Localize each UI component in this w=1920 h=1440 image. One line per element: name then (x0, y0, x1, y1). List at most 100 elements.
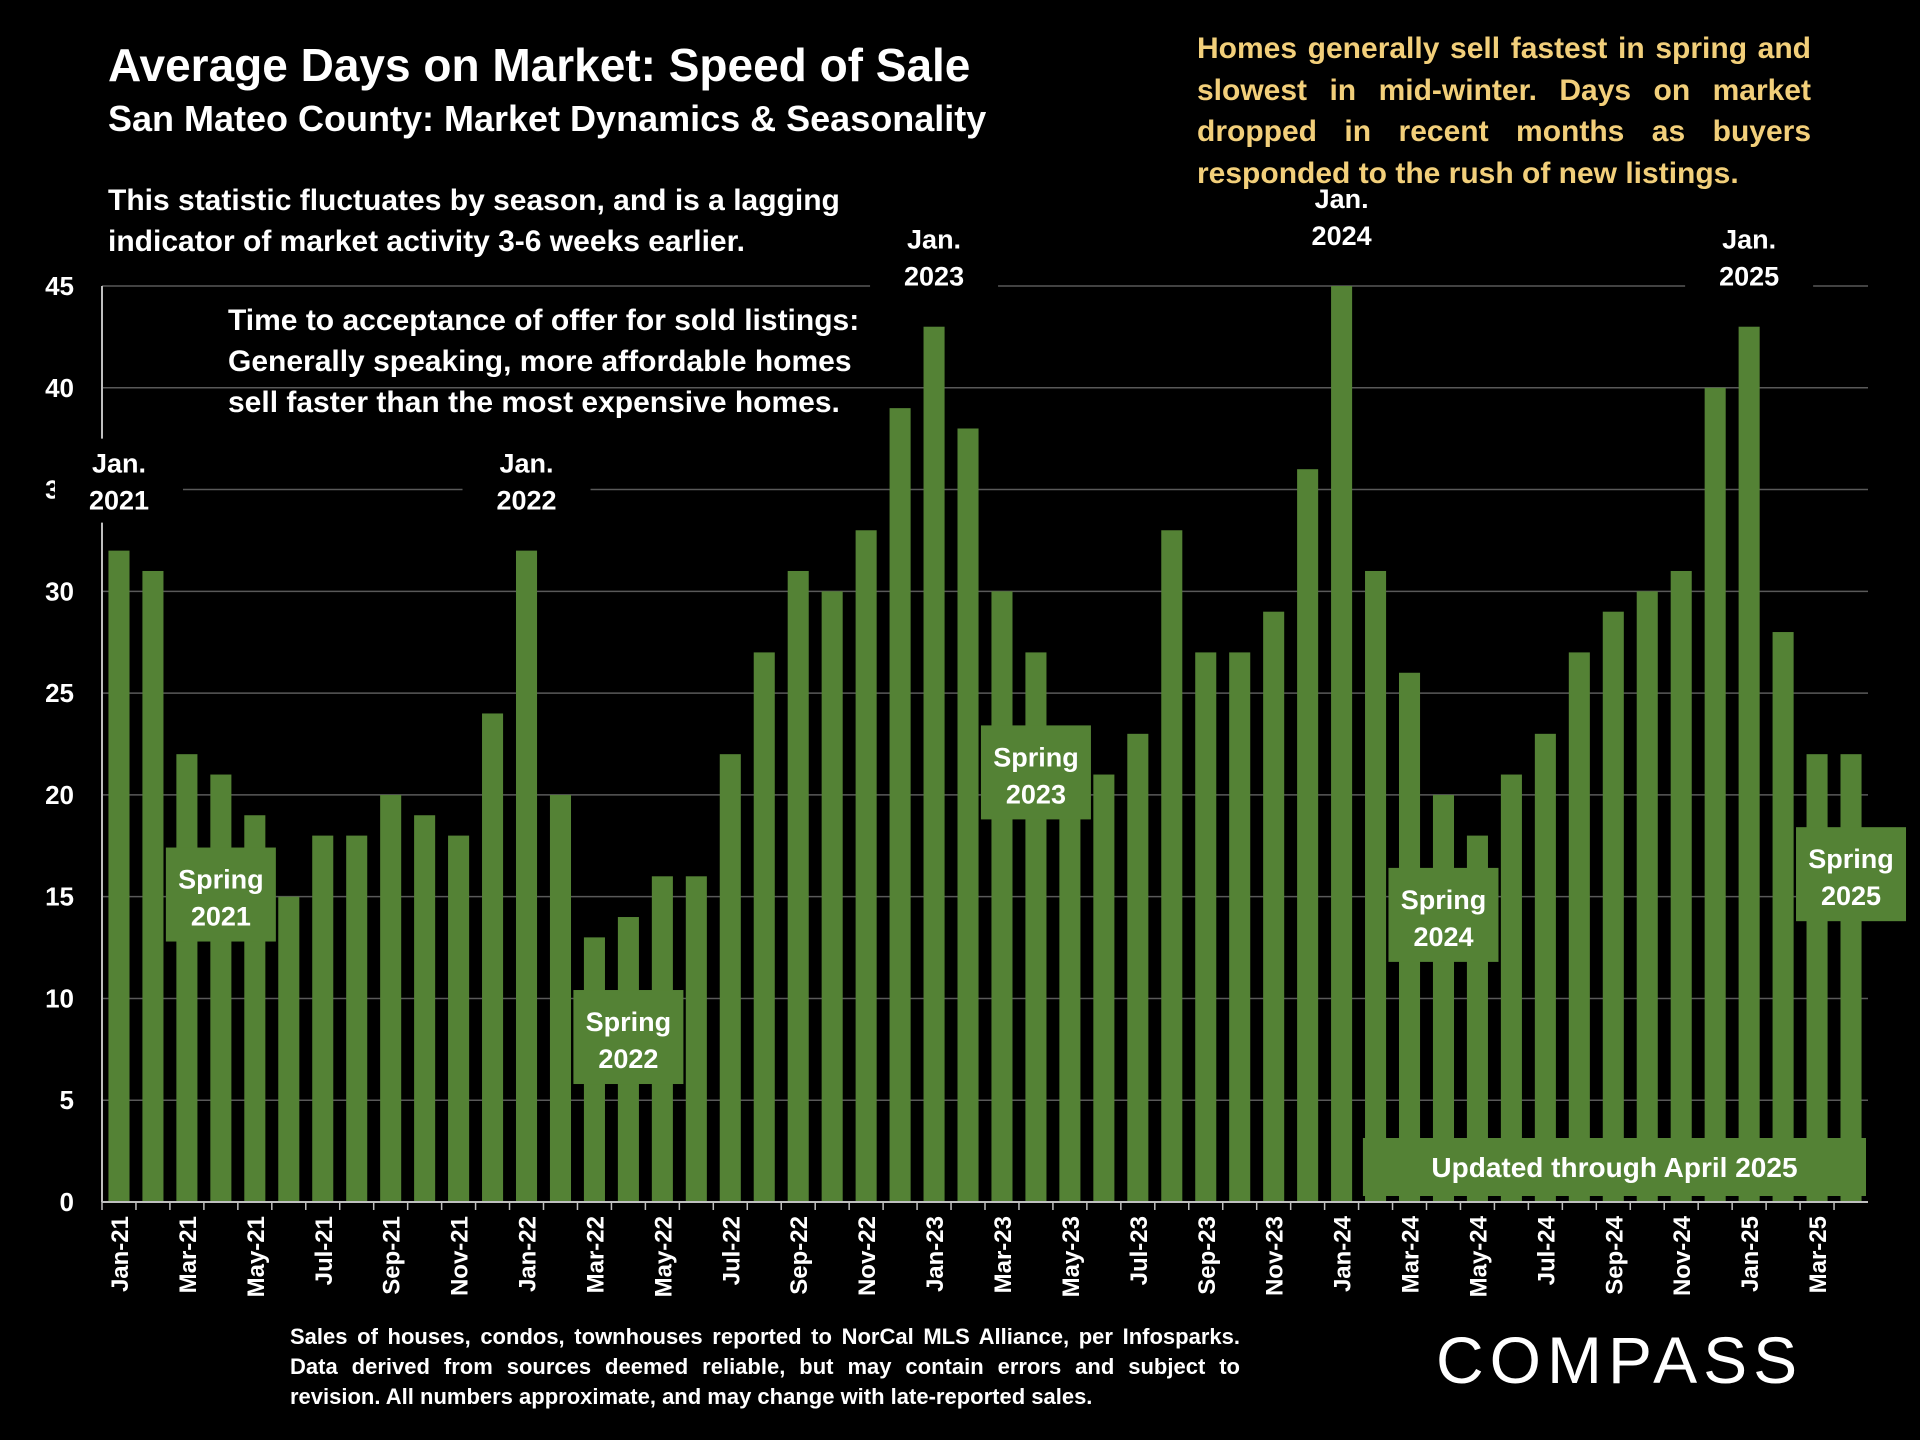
y-tick-label: 5 (60, 1085, 74, 1115)
x-tick-label: Jan-21 (107, 1216, 134, 1292)
bar (380, 794, 402, 1202)
season-label: 2025 (1821, 881, 1881, 911)
x-tick-label: Nov-23 (1262, 1216, 1289, 1296)
season-label: Spring (586, 1007, 672, 1037)
bar (210, 774, 232, 1202)
season-box (165, 847, 276, 942)
definition-note: Time to acceptance of offer for sold lis… (228, 304, 860, 419)
y-tick-label: 20 (45, 780, 74, 810)
bar (821, 591, 843, 1202)
bar (787, 570, 809, 1202)
bar (312, 835, 334, 1202)
season-label: Spring (178, 865, 264, 895)
source-note: Sales of houses, condos, townhouses repo… (290, 1324, 1240, 1409)
updated-banner (1362, 1138, 1866, 1196)
annotation-label: 2025 (1719, 262, 1779, 292)
bar (719, 754, 741, 1202)
x-tick-label: Mar-24 (1398, 1215, 1425, 1293)
bar (1738, 326, 1760, 1202)
x-tick-label: Mar-22 (582, 1216, 609, 1293)
y-tick-label: 45 (45, 271, 74, 301)
commentary-line: responded to the rush of new listings. (1197, 156, 1739, 190)
bar (1365, 570, 1387, 1202)
bar (1093, 774, 1115, 1202)
chart-subtitle: San Mateo County: Market Dynamics & Seas… (108, 98, 987, 139)
bar (346, 835, 368, 1202)
y-tick-label: 30 (45, 576, 74, 606)
x-tick-label: Jul-24 (1533, 1215, 1560, 1285)
bar (1500, 774, 1522, 1202)
annotation-label: Jan. (92, 449, 146, 479)
bar (753, 652, 775, 1202)
annotation-label: 2023 (904, 262, 964, 292)
season-label: 2022 (598, 1044, 658, 1074)
bar (142, 570, 164, 1202)
commentary-note: Homes generally sell fastest in spring a… (1197, 28, 1811, 194)
bar (957, 428, 979, 1202)
season-label: Spring (993, 742, 1079, 772)
bar (278, 896, 300, 1202)
bar (1161, 530, 1183, 1202)
bar (549, 794, 572, 1202)
bar (1534, 733, 1556, 1202)
bar (889, 408, 911, 1203)
x-tick-label: Jul-21 (311, 1216, 338, 1285)
bar (1127, 733, 1149, 1202)
bar (448, 835, 470, 1202)
x-tick-label: Sep-24 (1601, 1215, 1628, 1294)
y-tick-label: 25 (45, 678, 74, 708)
x-tick-label: Nov-24 (1669, 1215, 1696, 1296)
season-box (1796, 827, 1907, 922)
bar (1840, 754, 1862, 1202)
x-tick-label: Jan-24 (1330, 1215, 1357, 1292)
bar (1195, 652, 1217, 1202)
annotation-backdrop (1277, 174, 1406, 258)
x-tick-label: Mar-25 (1805, 1216, 1832, 1293)
x-tick-label: Sep-23 (1194, 1216, 1221, 1295)
season-label: 2023 (1006, 779, 1066, 809)
x-tick-label: May-24 (1465, 1215, 1492, 1297)
season-label: 2021 (191, 902, 251, 932)
annotation-label: 2024 (1312, 221, 1372, 251)
updated-banner-label: Updated through April 2025 (1431, 1152, 1797, 1183)
commentary-line: dropped in recent months as buyers (1197, 115, 1811, 148)
x-tick-label: Jan-25 (1737, 1216, 1764, 1292)
annotation-label: 2021 (89, 486, 149, 516)
x-tick-label: May-22 (650, 1216, 677, 1297)
bar (1331, 286, 1353, 1202)
annotation-backdrop (54, 438, 183, 523)
x-tick-label: Jan-23 (922, 1216, 949, 1292)
season-box (980, 725, 1091, 820)
bar (991, 591, 1013, 1202)
commentary-line: Homes generally sell fastest in spring a… (1197, 32, 1811, 65)
bar (482, 713, 504, 1202)
y-tick-label: 15 (45, 882, 74, 912)
bar (1806, 754, 1828, 1202)
annotation-label: Jan. (1722, 225, 1776, 255)
annotation-backdrop (462, 438, 591, 523)
annotation-backdrop (1685, 214, 1814, 299)
bar (1297, 469, 1319, 1202)
compass-logo: COMPASS (1436, 1323, 1804, 1397)
season-label: Spring (1401, 885, 1487, 915)
season-label: 2024 (1413, 922, 1473, 952)
y-tick-label: 0 (60, 1187, 74, 1217)
seasonal-note: This statistic fluctuates by season, and… (108, 184, 840, 258)
bar (1704, 387, 1726, 1202)
bar (515, 550, 538, 1202)
bar (108, 550, 130, 1202)
annotation-label: Jan. (500, 449, 554, 479)
x-tick-label: Jul-23 (1126, 1216, 1153, 1285)
bar (1772, 632, 1794, 1202)
annotation-backdrop (870, 214, 999, 299)
bar (1059, 774, 1081, 1202)
bar (685, 876, 707, 1202)
x-tick-label: Jan-22 (515, 1216, 542, 1292)
x-tick-label: Mar-21 (175, 1216, 202, 1293)
bar (176, 754, 198, 1202)
x-tick-label: Nov-21 (447, 1216, 474, 1296)
annotation-label: Jan. (907, 225, 961, 255)
x-tick-label: Jul-22 (718, 1216, 745, 1285)
bar (1568, 652, 1590, 1202)
